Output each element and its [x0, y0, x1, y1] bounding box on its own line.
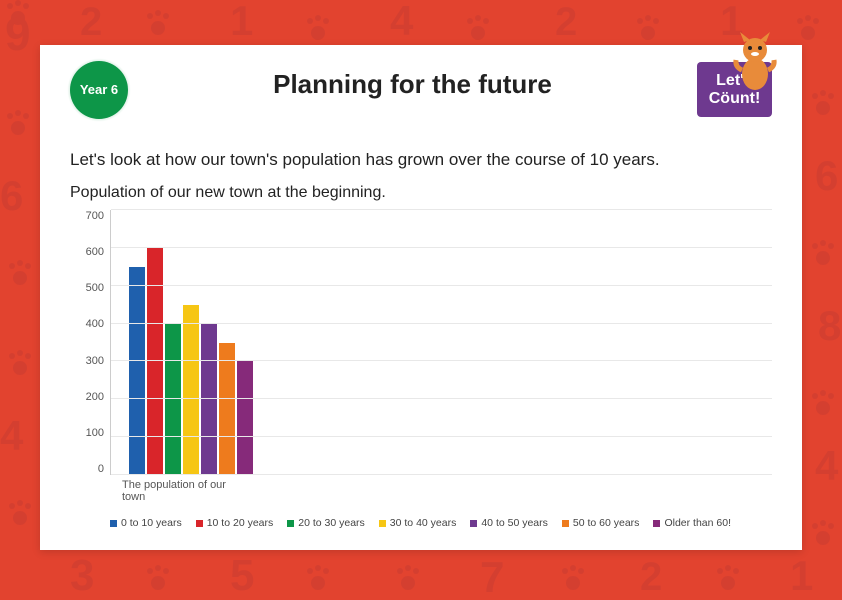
y-axis: 700 600 500 400 300 200 100 0: [70, 210, 110, 475]
y-tick-label: 300: [86, 355, 104, 367]
y-tick-label: 0: [98, 463, 104, 475]
legend-swatch: [110, 520, 117, 527]
legend-label: 30 to 40 years: [390, 517, 457, 529]
legend-label: 50 to 60 years: [573, 517, 640, 529]
gridline: [111, 474, 772, 475]
gridline: [111, 209, 772, 210]
gridline: [111, 398, 772, 399]
x-axis-label: The population of our town: [122, 479, 252, 503]
legend-item: 20 to 30 years: [287, 517, 365, 529]
legend-label: 0 to 10 years: [121, 517, 182, 529]
population-chart: 700 600 500 400 300 200 100 0: [70, 210, 772, 475]
legend-item: 50 to 60 years: [562, 517, 640, 529]
svg-text:3: 3: [70, 551, 94, 595]
svg-text:7: 7: [480, 553, 504, 595]
bar: [183, 305, 199, 475]
legend-swatch: [287, 520, 294, 527]
legend-swatch: [653, 520, 660, 527]
logo-line2: Cöunt!: [709, 90, 761, 108]
legend-item: 10 to 20 years: [196, 517, 274, 529]
y-tick-label: 400: [86, 318, 104, 330]
page-title: Planning for the future: [128, 69, 697, 100]
legend-label: Older than 60!: [664, 517, 731, 529]
svg-text:2: 2: [80, 0, 102, 44]
legend-label: 20 to 30 years: [298, 517, 365, 529]
legend-swatch: [379, 520, 386, 527]
legend-item: 0 to 10 years: [110, 517, 182, 529]
y-tick-label: 600: [86, 246, 104, 258]
gridline: [111, 247, 772, 248]
chart-subtitle: Population of our new town at the beginn…: [70, 184, 772, 202]
legend-swatch: [470, 520, 477, 527]
svg-text:5: 5: [230, 551, 254, 595]
svg-text:6: 6: [815, 152, 838, 199]
gridline: [111, 285, 772, 286]
y-tick-label: 700: [86, 210, 104, 222]
svg-text:2: 2: [640, 555, 662, 595]
svg-text:6: 6: [0, 172, 23, 219]
legend-label: 10 to 20 years: [207, 517, 274, 529]
gridline: [111, 436, 772, 437]
cat-mascot-icon: [730, 32, 780, 92]
y-tick-label: 500: [86, 282, 104, 294]
gridline: [111, 323, 772, 324]
svg-text:1: 1: [790, 552, 813, 595]
y-tick-label: 100: [86, 427, 104, 439]
svg-text:1: 1: [230, 0, 253, 44]
svg-text:4: 4: [390, 0, 414, 44]
svg-text:2: 2: [555, 0, 577, 44]
legend-swatch: [562, 520, 569, 527]
intro-text: Let's look at how our town's population …: [70, 150, 772, 170]
legend-item: 40 to 50 years: [470, 517, 548, 529]
header-row: Year 6 Planning for the future Let's Cöu…: [70, 57, 772, 122]
legend-item: Older than 60!: [653, 517, 731, 529]
bar: [129, 267, 145, 475]
legend-item: 30 to 40 years: [379, 517, 457, 529]
legend-label: 40 to 50 years: [481, 517, 548, 529]
year-badge: Year 6: [70, 61, 128, 119]
svg-text:4: 4: [0, 412, 24, 459]
svg-text:9: 9: [5, 8, 31, 60]
gridline: [111, 360, 772, 361]
chart-plot: [110, 210, 772, 475]
content-card: Year 6 Planning for the future Let's Cöu…: [40, 45, 802, 550]
lets-count-logo: Let's Cöunt!: [697, 62, 772, 117]
svg-text:4: 4: [815, 442, 839, 489]
svg-text:8: 8: [818, 302, 841, 349]
legend-swatch: [196, 520, 203, 527]
chart-legend: 0 to 10 years 10 to 20 years 20 to 30 year…: [110, 517, 772, 529]
y-tick-label: 200: [86, 391, 104, 403]
bar: [219, 343, 235, 476]
bar: [237, 361, 253, 475]
year-badge-text: Year 6: [80, 82, 118, 97]
